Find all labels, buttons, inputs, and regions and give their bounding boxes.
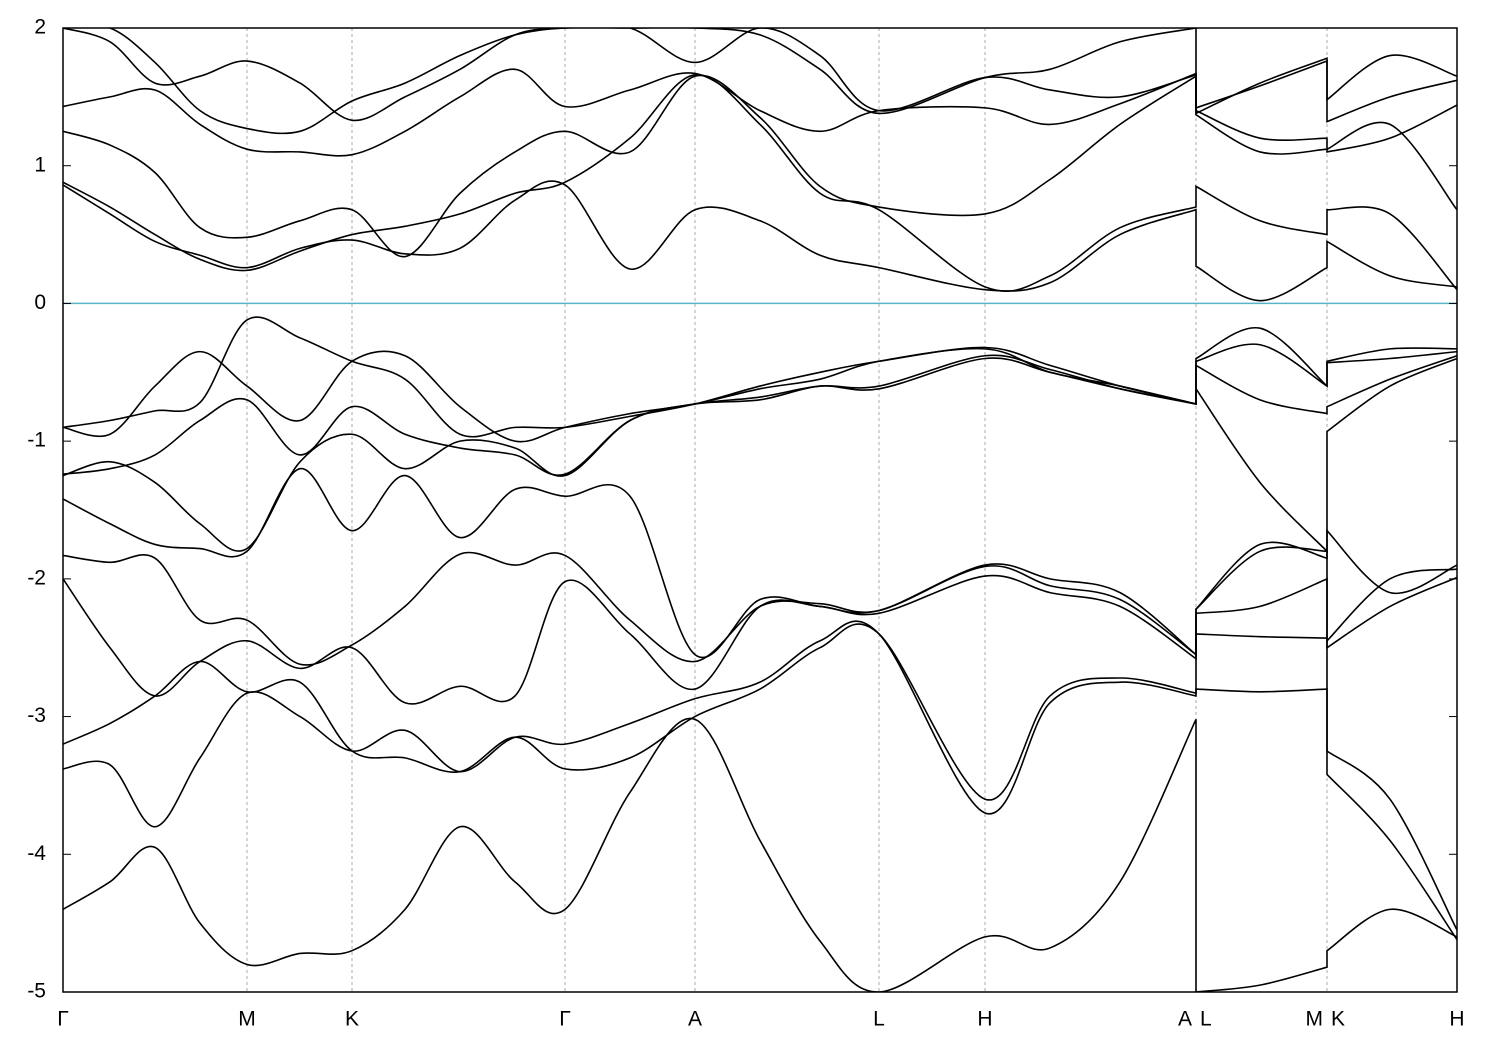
bands — [63, 28, 1457, 992]
band-line — [63, 180, 1457, 302]
x-tick-label: A — [1178, 1008, 1192, 1031]
x-tick-label: K — [345, 1008, 359, 1031]
y-tick-label: -2 — [27, 566, 46, 589]
x-tick-label: Γ — [57, 1008, 69, 1031]
band-line — [63, 316, 1457, 438]
y-tick-label: 2 — [34, 16, 46, 39]
x-tick-label: M — [238, 1008, 256, 1031]
plot-frame — [62, 27, 1458, 993]
band-line — [63, 74, 1457, 292]
x-tick-label: M — [1306, 1008, 1324, 1031]
band-line — [63, 546, 1457, 666]
band-line — [63, 623, 1457, 931]
y-tick-label: -5 — [27, 980, 46, 1003]
x-tick-label: H — [977, 1008, 992, 1031]
y-tick-label: -4 — [27, 842, 46, 865]
band-line — [63, 620, 1457, 941]
x-tick-label: H — [1449, 1008, 1464, 1031]
x-tick-label: Γ — [559, 1008, 571, 1031]
y-tick-label: 0 — [34, 291, 46, 314]
x-tick-label: L — [873, 1008, 885, 1031]
band-line — [63, 357, 1457, 554]
y-tick-label: -3 — [27, 704, 46, 727]
x-tick-label: A — [688, 1008, 702, 1031]
band-line — [63, 467, 1457, 659]
x-tick-label: L — [1200, 1008, 1212, 1031]
x-tick-label: K — [1331, 1008, 1345, 1031]
band-line — [63, 68, 1457, 157]
band-line — [63, 717, 1457, 992]
y-tick-label: 1 — [34, 153, 46, 176]
band-line — [63, 354, 1457, 476]
y-tick-label: -1 — [27, 429, 46, 452]
band-line — [63, 74, 1457, 258]
band-line — [63, 28, 1457, 123]
